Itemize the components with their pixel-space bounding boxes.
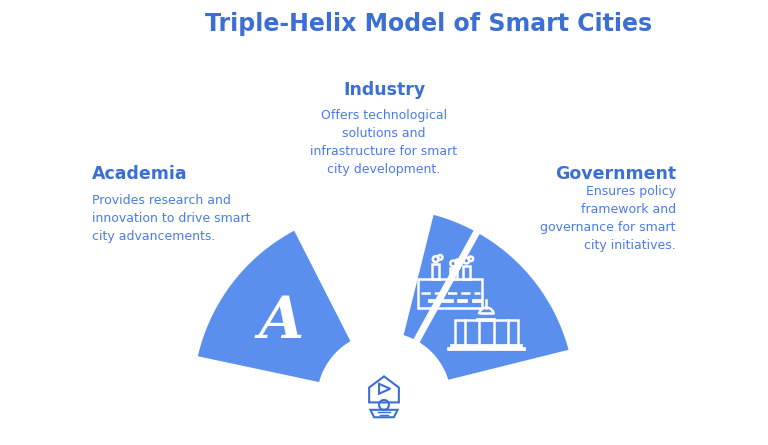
Text: Provides research and
innovation to drive smart
city advancements.: Provides research and innovation to driv… — [92, 194, 250, 243]
Text: Academia: Academia — [92, 165, 187, 183]
Text: Ensures policy
framework and
governance for smart
city initiatives.: Ensures policy framework and governance … — [541, 185, 676, 251]
Text: A: A — [259, 294, 304, 351]
Text: Industry: Industry — [343, 81, 425, 99]
Polygon shape — [399, 210, 524, 355]
Text: Triple-Helix Model of Smart Cities: Triple-Helix Model of Smart Cities — [204, 12, 652, 36]
Text: Offers technological
solutions and
infrastructure for smart
city development.: Offers technological solutions and infra… — [310, 109, 458, 176]
Text: Government: Government — [554, 165, 676, 183]
Polygon shape — [0, 400, 768, 445]
Polygon shape — [320, 336, 448, 400]
Polygon shape — [194, 226, 355, 386]
Polygon shape — [415, 229, 573, 384]
